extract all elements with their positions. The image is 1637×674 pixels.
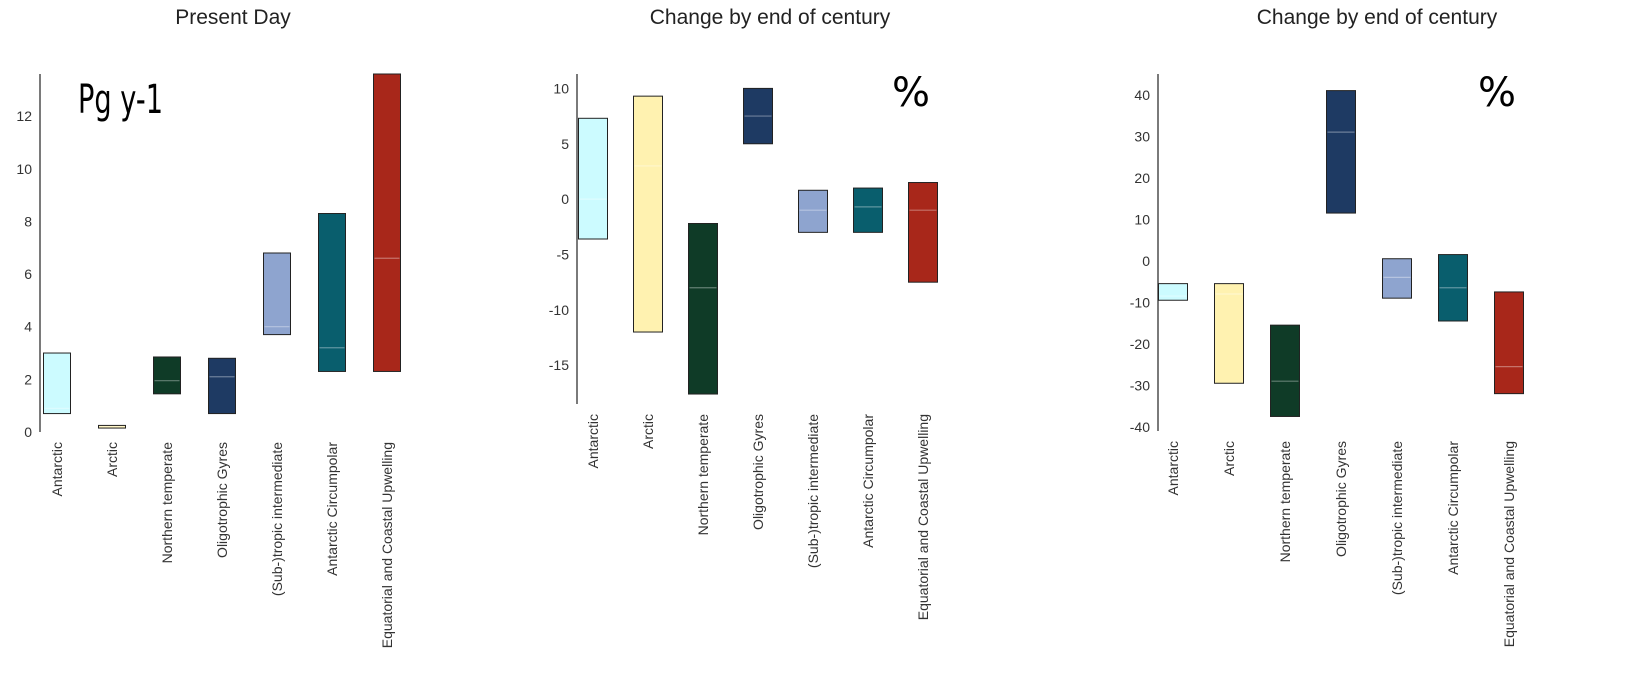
chart-panel-1: Present Day Pg y-1 0 2 4 6 8 10 12 Antarctic Arcti…: [16, 6, 401, 648]
range-box: [43, 352, 71, 415]
range-box: [578, 117, 608, 240]
x-category-label: Antarctic Circumpolar: [324, 442, 340, 576]
y-tick-label: -10: [1130, 294, 1150, 310]
range-box: [688, 222, 718, 395]
x-category-label: Arctic: [1221, 441, 1237, 476]
x-category-label: Equatorial and Coastal Upwelling: [379, 442, 395, 648]
range-box: [908, 182, 938, 283]
x-category-label: Arctic: [640, 414, 656, 449]
x-category-label: Arctic: [104, 442, 120, 477]
range-box: [373, 73, 401, 372]
range-box: [853, 187, 883, 233]
unit-label: Pg y-1: [78, 77, 163, 123]
x-category-label: Oligotrophic Gyres: [214, 442, 230, 558]
x-category-label: Northern temperate: [159, 442, 175, 564]
y-tick-label: -15: [549, 357, 569, 373]
chart-title: Change by end of century: [1257, 6, 1498, 29]
x-category-label: (Sub-)tropic intermediate: [805, 414, 821, 568]
range-box: [798, 189, 828, 233]
x-category-label: Antarctic: [49, 442, 65, 496]
y-tick-label: 30: [1134, 128, 1150, 144]
y-tick-label: -20: [1130, 336, 1150, 352]
range-box: [1158, 283, 1188, 301]
y-tick-label: 12: [16, 108, 32, 124]
y-tick-label: 10: [1134, 211, 1150, 227]
y-tick-label: -5: [557, 247, 570, 263]
x-category-label: (Sub-)tropic intermediate: [1389, 441, 1405, 595]
y-tick-label: 4: [24, 319, 32, 335]
y-tick-label: 10: [16, 161, 32, 177]
range-box: [1270, 324, 1300, 417]
x-category-label: Equatorial and Coastal Upwelling: [1501, 441, 1517, 647]
y-tick-label: -10: [549, 302, 569, 318]
range-box: [633, 95, 663, 333]
y-tick-label: 6: [24, 266, 32, 282]
x-category-label: Antarctic: [585, 414, 601, 468]
y-tick-label: 2: [24, 371, 32, 387]
range-box: [1214, 283, 1244, 384]
range-box: [318, 213, 346, 372]
y-tick-label: 40: [1134, 87, 1150, 103]
x-category-label: Antarctic: [1165, 441, 1181, 495]
y-tick-label: 0: [561, 191, 569, 207]
x-category-label: Antarctic Circumpolar: [860, 414, 876, 548]
x-category-label: Oligotrophic Gyres: [750, 414, 766, 530]
y-tick-label: 0: [24, 424, 32, 440]
y-tick-label: 8: [24, 213, 32, 229]
y-tick-label: -30: [1130, 377, 1150, 393]
range-box: [1494, 291, 1524, 395]
range-box: [153, 356, 181, 395]
x-category-label: (Sub-)tropic intermediate: [269, 442, 285, 596]
x-category-label: Northern temperate: [695, 414, 711, 536]
x-category-label: Oligotrophic Gyres: [1333, 441, 1349, 557]
chart-panel-2: Change by end of century% -15 -10 -5 0 5 10 Ant…: [549, 6, 938, 620]
x-category-label: Northern temperate: [1277, 441, 1293, 563]
unit-label: %: [892, 70, 930, 116]
x-category-label: Equatorial and Coastal Upwelling: [915, 414, 931, 620]
range-box: [1326, 90, 1356, 214]
x-category-label: Antarctic Circumpolar: [1445, 441, 1461, 575]
y-tick-label: 5: [561, 136, 569, 152]
range-box: [263, 252, 291, 336]
chart-title: Change by end of century: [650, 6, 891, 29]
range-box: [1382, 258, 1412, 299]
y-tick-label: 10: [553, 80, 569, 96]
y-tick-label: 0: [1142, 253, 1150, 269]
chart-title: Present Day: [175, 6, 291, 29]
chart-panel-3: Change by end of century% -40 -30 -20 -10 0 10…: [1130, 6, 1524, 647]
unit-label: %: [1478, 70, 1516, 116]
y-tick-label: -40: [1130, 419, 1150, 435]
y-tick-label: 20: [1134, 170, 1150, 186]
range-box: [208, 357, 236, 415]
